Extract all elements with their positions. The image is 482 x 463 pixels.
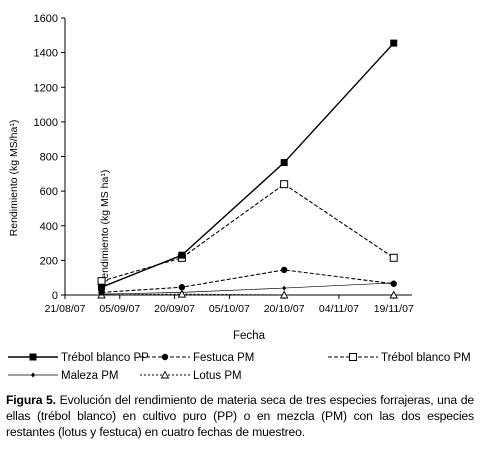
caption-label: Figura 5. [6, 393, 56, 407]
y-tick-label: 1000 [34, 117, 58, 129]
series-lotus-pm [97, 289, 398, 299]
legend-label: Trébol blanco PM [381, 352, 471, 364]
y-tick-label: 0 [52, 290, 58, 302]
caption-text: Evolución del rendimiento de materia sec… [6, 393, 474, 439]
series-marker [389, 290, 398, 299]
series-marker [280, 180, 289, 189]
series-marker [390, 39, 398, 47]
x-tick-label: 05/09/07 [99, 303, 140, 315]
series-marker [389, 253, 398, 262]
legend-item: Trébol blanco PM [328, 352, 471, 364]
series-marker [29, 353, 37, 361]
y-tick-label: 400 [40, 221, 58, 233]
series-marker [98, 283, 106, 291]
y-tick-label: 1400 [34, 48, 58, 60]
series-marker [97, 277, 106, 286]
legend-item: Festuca PM [140, 352, 254, 364]
series-line [101, 42, 395, 288]
series-marker [280, 266, 288, 274]
legend: Trébol blanco PP Festuca PM Trébol blanco … [8, 352, 471, 382]
series-tr-bol-blanco-pp [98, 39, 398, 291]
series-marker [282, 285, 287, 291]
legend-item: Lotus PM [140, 370, 242, 382]
series-marker [178, 284, 186, 291]
y-tick-label: 600 [40, 186, 58, 198]
line-chart: 0 200 400 600 800 1000 1200 1400 1600 21/08/07 05… [8, 13, 471, 382]
x-tick-label: 21/08/07 [45, 303, 86, 315]
series-line [101, 269, 394, 293]
legend-label: Trébol blanco PP [61, 352, 149, 364]
series-marker [279, 290, 289, 299]
series-marker [349, 353, 357, 361]
series-marker [280, 159, 288, 167]
series-marker [98, 289, 105, 296]
y-tick-label: 800 [40, 152, 58, 164]
series-line [101, 282, 394, 295]
series-line [101, 293, 394, 296]
x-axis-label: Fecha [233, 330, 266, 342]
y-tick-label: 1200 [34, 82, 58, 94]
x-tick-label: 04/11/07 [319, 303, 359, 315]
x-tick-label: 05/10/07 [209, 303, 250, 315]
x-tick-label: 20/10/07 [264, 303, 305, 315]
legend-item: Maleza PM [8, 370, 119, 382]
legend-label: Maleza PM [61, 370, 119, 382]
x-axis-ticks: 21/08/07 05/09/07 20/09/07 05/10/07 20/10/07… [45, 295, 414, 315]
series-maleza-pm [99, 280, 396, 297]
series-marker [390, 280, 397, 287]
series-marker [178, 251, 186, 259]
chart-axes [64, 18, 412, 296]
series-marker [160, 370, 170, 379]
series-festuca-pm [98, 266, 397, 296]
x-tick-label: 19/11/07 [374, 303, 414, 315]
series-marker [161, 353, 169, 361]
y-axis-label: Rendimiento (kg MS/ha¹) [8, 120, 20, 237]
series-marker [31, 372, 35, 378]
y-axis-ticks: 0 200 400 600 800 1000 1200 1400 1600 [34, 13, 65, 302]
y-axis-label-overlay: Rendimiento (kg MS ha¹) [99, 170, 111, 287]
series-marker [177, 289, 187, 298]
legend-label: Festuca PM [193, 352, 254, 364]
legend-label: Lotus PM [193, 370, 242, 382]
series-line [101, 183, 395, 282]
legend-item: Trébol blanco PP [8, 352, 149, 364]
series-group [97, 39, 398, 299]
x-tick-label: 20/09/07 [154, 303, 195, 315]
y-tick-label: 1600 [34, 13, 58, 25]
y-tick-label: 200 [40, 255, 58, 267]
figure-caption: Figura 5. Evolución del rendimiento de m… [6, 392, 474, 440]
